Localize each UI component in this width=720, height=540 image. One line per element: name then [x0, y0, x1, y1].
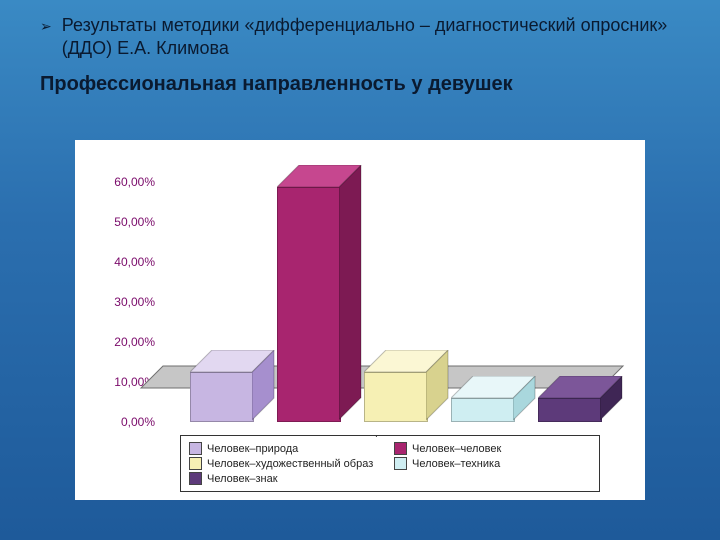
legend-item: Человек–природа: [189, 442, 386, 455]
bar: [538, 378, 622, 422]
header-bullet-row: ➢ Результаты методики «дифференциально –…: [40, 14, 680, 59]
bar: [277, 167, 361, 422]
subtitle: Профессиональная направленность у девуше…: [40, 73, 680, 96]
legend-item: Человек–человек: [394, 442, 591, 455]
bar: [364, 352, 448, 422]
y-tick-label: 30,00%: [114, 295, 155, 309]
plot-region: [165, 160, 625, 430]
legend: Человек–природа Человек–человек Человек–ху…: [180, 435, 600, 492]
y-tick-label: 60,00%: [114, 175, 155, 189]
y-tick-label: 50,00%: [114, 215, 155, 229]
header-text: Результаты методики «дифференциально – д…: [62, 14, 680, 59]
bullet-icon: ➢: [40, 18, 52, 35]
bar: [190, 352, 274, 422]
legend-label: Человек–художественный образ: [207, 458, 373, 470]
y-tick-label: 0,00%: [121, 415, 155, 429]
legend-swatch: [394, 442, 407, 455]
slide: ➢ Результаты методики «дифференциально –…: [0, 0, 720, 540]
y-tick-label: 40,00%: [114, 255, 155, 269]
legend-swatch: [189, 457, 202, 470]
legend-label: Человек–природа: [207, 443, 298, 455]
legend-label: Человек–человек: [412, 443, 501, 455]
legend-swatch: [394, 457, 407, 470]
legend-label: Человек–знак: [207, 473, 278, 485]
legend-swatch: [189, 442, 202, 455]
chart-area: 0,00%10,00%20,00%30,00%40,00%50,00%60,00…: [75, 140, 645, 500]
legend-swatch: [189, 472, 202, 485]
legend-label: Человек–техника: [412, 458, 500, 470]
legend-item: Человек–техника: [394, 457, 591, 470]
y-tick-label: 20,00%: [114, 335, 155, 349]
bar: [451, 378, 535, 422]
legend-item: Человек–художественный образ: [189, 457, 386, 470]
legend-item: Человек–знак: [189, 472, 386, 485]
